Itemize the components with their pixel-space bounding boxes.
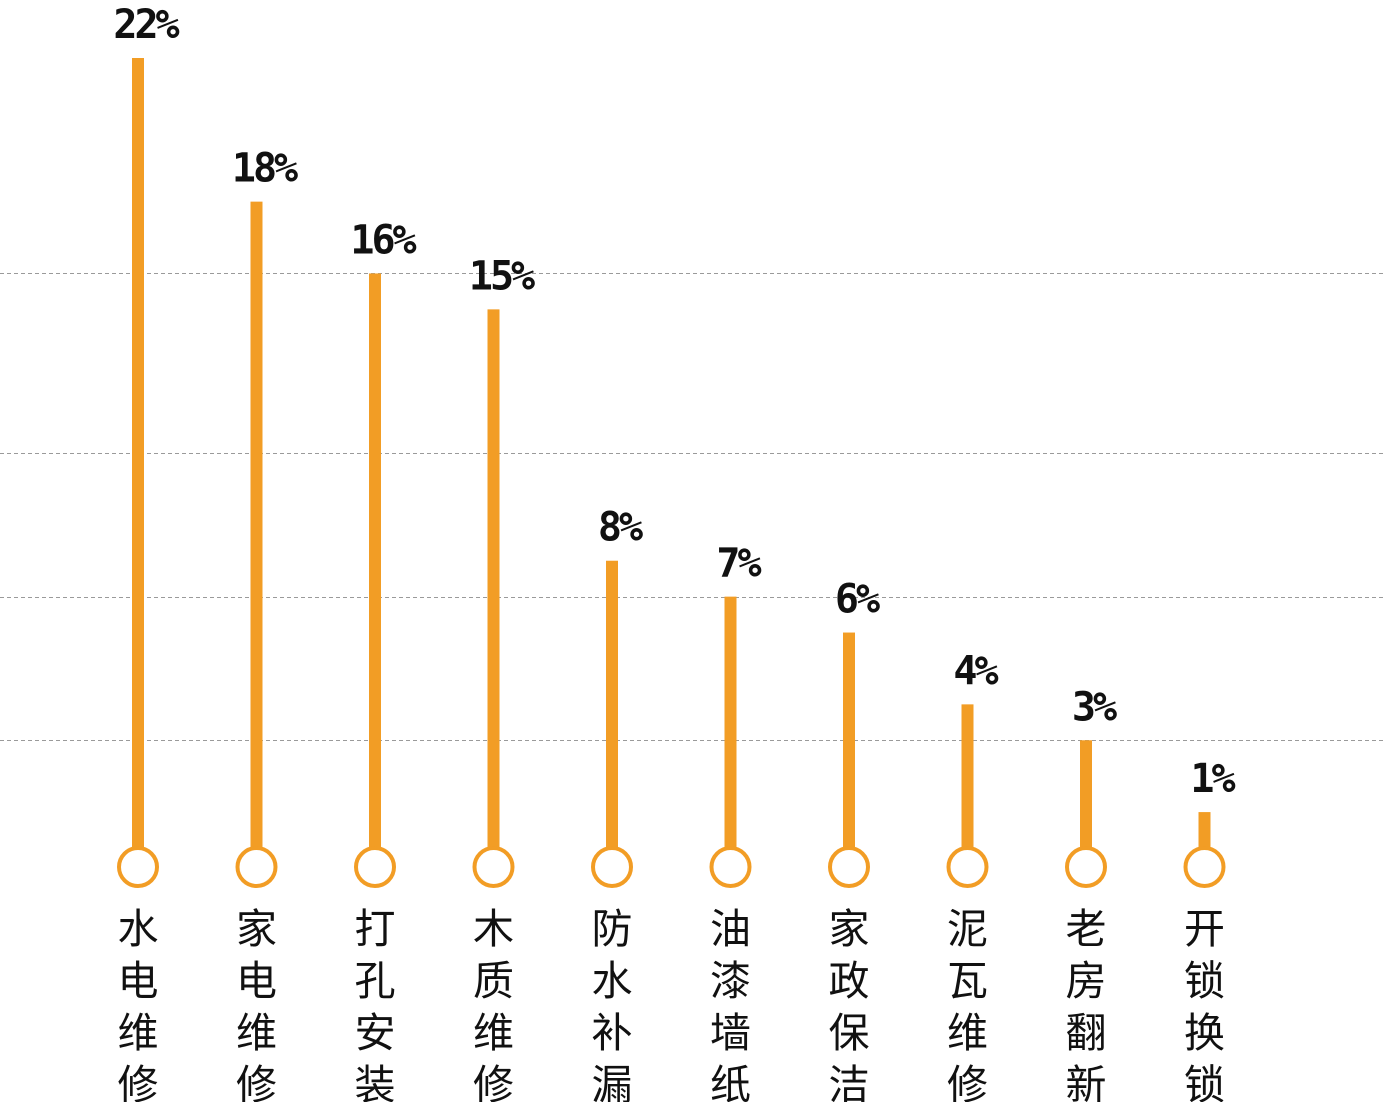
value-label-8: 4% (953, 648, 998, 694)
bar-base-circle-2 (235, 846, 278, 888)
bar-8 (961, 704, 974, 848)
bar-7 (843, 632, 855, 848)
value-label-7: 6% (835, 577, 880, 623)
bar-base-circle-9 (1065, 846, 1107, 888)
category-label-5: 防水补漏 (592, 905, 633, 1102)
grid-layer (0, 273, 1386, 741)
category-label-8: 泥瓦维修 (947, 905, 988, 1102)
category-label-9: 老房翻新 (1066, 905, 1107, 1102)
value-label-4: 15% (469, 253, 535, 299)
bar-10 (1198, 812, 1211, 848)
category-label-7: 家政保洁 (829, 905, 870, 1102)
bar-6 (724, 596, 737, 848)
category-label-10: 开锁换锁 (1184, 905, 1225, 1102)
value-label-1: 22% (113, 2, 179, 48)
label-layer: 22% 18% 16% 15% 8% 7% 6% 4% 3% 1% (113, 2, 1238, 802)
bar-base-circle-4 (472, 846, 515, 888)
bar-base-circle-1 (117, 846, 159, 888)
bar-base-circle-10 (1183, 846, 1226, 888)
bar-base-circle-5 (591, 846, 633, 888)
category-label-4: 木质维修 (473, 905, 514, 1102)
value-label-3: 16% (350, 217, 416, 263)
bar-5 (606, 560, 618, 848)
category-layer: 水电维修 家电维修 打孔安装 木质维修 防水补漏 油漆墙纸 家政保洁 泥瓦维修 老房翻新 开锁换锁 (118, 905, 1226, 1102)
category-label-6: 油漆墙纸 (710, 905, 751, 1102)
bar-base-circle-6 (709, 846, 752, 888)
bar-9 (1080, 740, 1092, 848)
category-label-1: 水电维修 (118, 905, 159, 1102)
value-label-10: 1% (1190, 756, 1235, 802)
bar-3 (369, 273, 381, 848)
bar-base-circle-7 (828, 846, 870, 888)
bar-2 (250, 201, 263, 849)
category-label-3: 打孔安装 (355, 905, 396, 1102)
category-label-2: 家电维修 (236, 905, 277, 1102)
bar-4 (487, 309, 500, 848)
bar-1 (132, 58, 144, 848)
bar-base-circle-8 (946, 846, 989, 888)
bar-layer (117, 58, 1226, 888)
value-label-9: 3% (1072, 684, 1117, 730)
value-label-2: 18% (232, 146, 298, 192)
value-label-6: 7% (716, 541, 761, 587)
bar-base-circle-3 (354, 846, 396, 888)
value-label-5: 8% (598, 505, 643, 551)
